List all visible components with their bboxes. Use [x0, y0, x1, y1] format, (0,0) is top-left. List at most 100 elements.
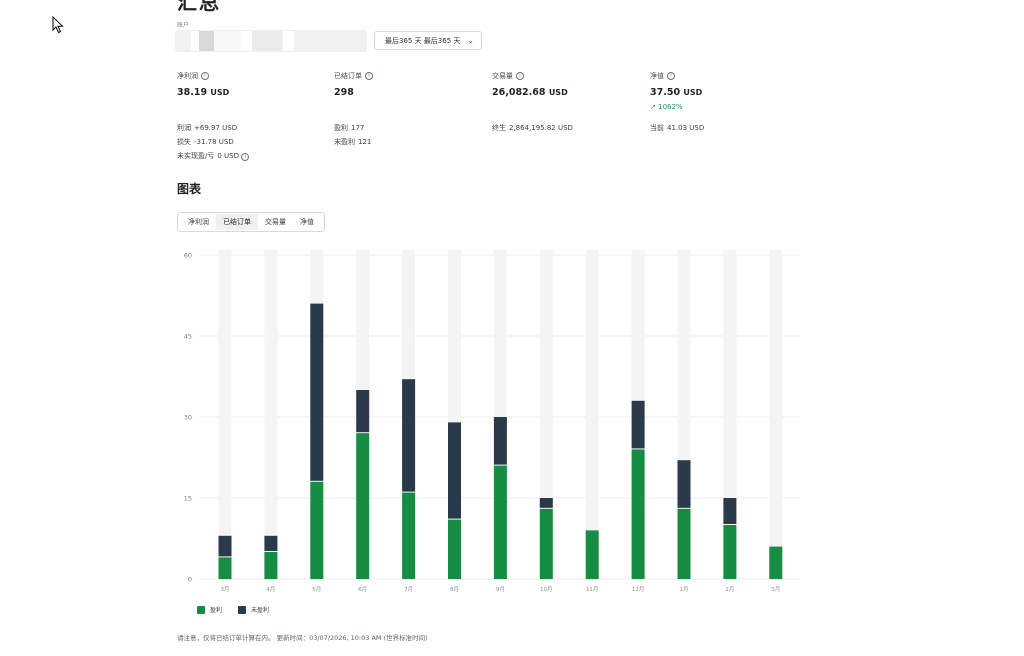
metric-unit: USD [683, 88, 703, 97]
bar-profitable [493, 465, 507, 579]
metric-value: 37.50 [650, 87, 681, 98]
bar-profitable [356, 433, 370, 579]
detail-profitable: 盈利 177 [334, 123, 364, 133]
bar-profitable [585, 530, 599, 579]
y-tick-label: 30 [184, 414, 192, 422]
bar-unprofitable [631, 400, 645, 449]
detail-key: 当前 [650, 124, 664, 132]
y-tick-label: 0 [188, 576, 192, 584]
footer-note: 请注意，仅将已结订单计算在内。 更新时间：03/07/2026, 10:03 A… [177, 634, 428, 642]
legend-label: 未盈利 [251, 607, 270, 614]
detail-value: 2,864,195.82 USD [509, 124, 573, 132]
x-tick-label: 10月 [540, 586, 553, 593]
metric-volume: 交易量 i 26,082.68 USD [492, 71, 568, 98]
bar-profitable [448, 519, 461, 579]
detail-value: 177 [351, 124, 365, 132]
detail-unprofitable: 未盈利 121 [334, 137, 371, 147]
metric-value: 26,082.68 [492, 87, 546, 98]
tab-volume[interactable]: 交易量 [265, 218, 286, 226]
bar-profitable [539, 508, 553, 579]
account-select[interactable] [175, 30, 367, 52]
bar-unprofitable [723, 498, 737, 524]
metric-label: 净值 [650, 72, 664, 80]
page-title: 汇总 [177, 0, 221, 14]
period-label: 最后365 天 最后365 天 [385, 36, 461, 45]
closed-orders-chart: 0 15 30 45 60 3月 4月 5月 6月 7月 8月 9月 10月 11月 12月 1月 2月 3月 [184, 250, 800, 593]
x-tick-label: 7月 [404, 586, 413, 593]
info-icon[interactable]: i [241, 153, 250, 161]
detail-key: 终生 [492, 124, 506, 132]
account-label: 账户 [177, 22, 190, 29]
legend-item-unprofitable[interactable]: 未盈利 [238, 605, 269, 614]
bar-profitable [631, 449, 645, 579]
metric-label: 交易量 [492, 72, 513, 80]
info-icon[interactable]: i [667, 72, 675, 80]
tab-closed-orders[interactable]: 已结订单 [216, 214, 258, 230]
metric-unit: USD [548, 88, 568, 97]
metric-value: 38.19 [177, 87, 208, 98]
bar-unprofitable [218, 535, 232, 557]
period-select[interactable]: 最后365 天 最后365 天 ⌄ [374, 31, 482, 50]
equity-change-value: 1062% [658, 103, 683, 111]
bar-profitable [310, 481, 324, 579]
bar-track [539, 250, 553, 579]
x-tick-label: 4月 [266, 586, 275, 593]
legend-swatch-unprofitable [238, 605, 247, 614]
chevron-down-icon: ⌄ [467, 36, 474, 45]
metric-closed-orders: 已结订单 i 298 [334, 71, 373, 98]
metric-unit: USD [210, 88, 230, 97]
detail-unrealized: 未实现盈/亏 0 USD i [177, 151, 250, 161]
bar-profitable [769, 546, 783, 579]
y-tick-label: 15 [184, 495, 192, 503]
bar-track [723, 250, 737, 579]
detail-profit: 利润 +69.97 USD [177, 123, 237, 133]
detail-lifetime: 终生 2,864,195.82 USD [492, 123, 573, 133]
x-tick-label: 2月 [725, 586, 734, 593]
bar-profitable [723, 525, 737, 579]
bar-track [264, 250, 278, 579]
x-tick-label: 5月 [312, 586, 321, 593]
info-icon[interactable]: i [516, 72, 524, 80]
y-tick-label: 45 [184, 333, 192, 341]
detail-key: 损失 [177, 138, 191, 146]
tab-net-profit[interactable]: 净利润 [188, 218, 209, 226]
bar-track [585, 250, 599, 579]
bar-unprofitable [356, 390, 370, 433]
equity-change: ↗ 1062% [650, 103, 702, 111]
x-tick-label: 1月 [680, 586, 689, 593]
bar-unprofitable [310, 303, 324, 481]
detail-key: 未盈利 [334, 138, 355, 146]
chart-tabs: 净利润 已结订单 交易量 净值 [177, 212, 325, 232]
x-tick-label: 8月 [450, 586, 459, 593]
bar-unprofitable [402, 379, 416, 492]
detail-value: 41.03 USD [667, 124, 705, 132]
detail-key: 利润 [177, 124, 191, 132]
arrow-up-right-icon: ↗ [650, 103, 656, 111]
metric-equity: 净值 i 37.50 USD ↗ 1062% [650, 71, 702, 111]
x-tick-label: 3月 [771, 586, 780, 593]
mouse-pointer-icon [52, 16, 64, 34]
bar-track [218, 250, 232, 579]
detail-current: 当前 41.03 USD [650, 123, 704, 133]
detail-key: 盈利 [334, 124, 348, 132]
tab-equity[interactable]: 净值 [300, 218, 314, 226]
legend-label: 盈利 [210, 607, 223, 614]
x-tick-label: 6月 [358, 586, 367, 593]
detail-value: 121 [358, 138, 372, 146]
chart-legend: 盈利 未盈利 [197, 605, 269, 614]
bar-profitable [264, 552, 278, 579]
bar-unprofitable [677, 460, 691, 508]
detail-loss: 损失 -31.78 USD [177, 137, 234, 147]
info-icon[interactable]: i [365, 72, 373, 80]
detail-key: 未实现盈/亏 [177, 152, 215, 160]
bar-unprofitable [264, 535, 278, 551]
legend-item-profitable[interactable]: 盈利 [197, 605, 222, 614]
y-tick-label: 60 [184, 252, 192, 260]
detail-value: -31.78 USD [194, 138, 234, 146]
info-icon[interactable]: i [201, 72, 209, 80]
bar-unprofitable [539, 498, 553, 508]
metric-label: 已结订单 [334, 72, 362, 80]
legend-swatch-profitable [197, 605, 205, 614]
x-tick-label: 9月 [496, 586, 505, 593]
metric-value: 298 [334, 87, 354, 98]
